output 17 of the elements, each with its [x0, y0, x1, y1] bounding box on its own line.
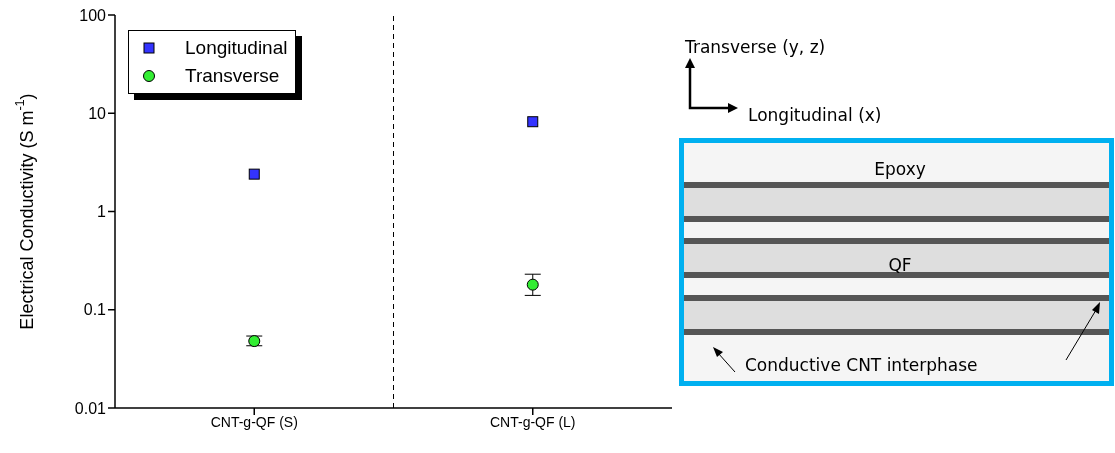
text: QF — [888, 255, 912, 275]
legend-label: Transverse — [185, 64, 280, 88]
text: Transverse (y, z) — [684, 37, 826, 57]
y-tick-label: 100 — [79, 6, 107, 24]
text: Conductive CNT interphase — [745, 355, 978, 375]
x-tick-label: CNT-g-QF (L) — [489, 413, 576, 430]
point — [526, 278, 539, 291]
y-tick-label: 0.01 — [74, 399, 107, 417]
point — [248, 168, 260, 180]
point — [527, 116, 539, 128]
x-tick-label: CNT-g-QF (S) — [210, 413, 298, 430]
y-tick-label: 10 — [88, 104, 107, 122]
y-tick-label: 0.1 — [83, 301, 107, 319]
text: Longitudinal (x) — [748, 105, 882, 125]
legend-label: Longitudinal — [185, 36, 288, 60]
text: Epoxy — [874, 159, 926, 179]
y-tick-label: 1 — [97, 203, 107, 221]
